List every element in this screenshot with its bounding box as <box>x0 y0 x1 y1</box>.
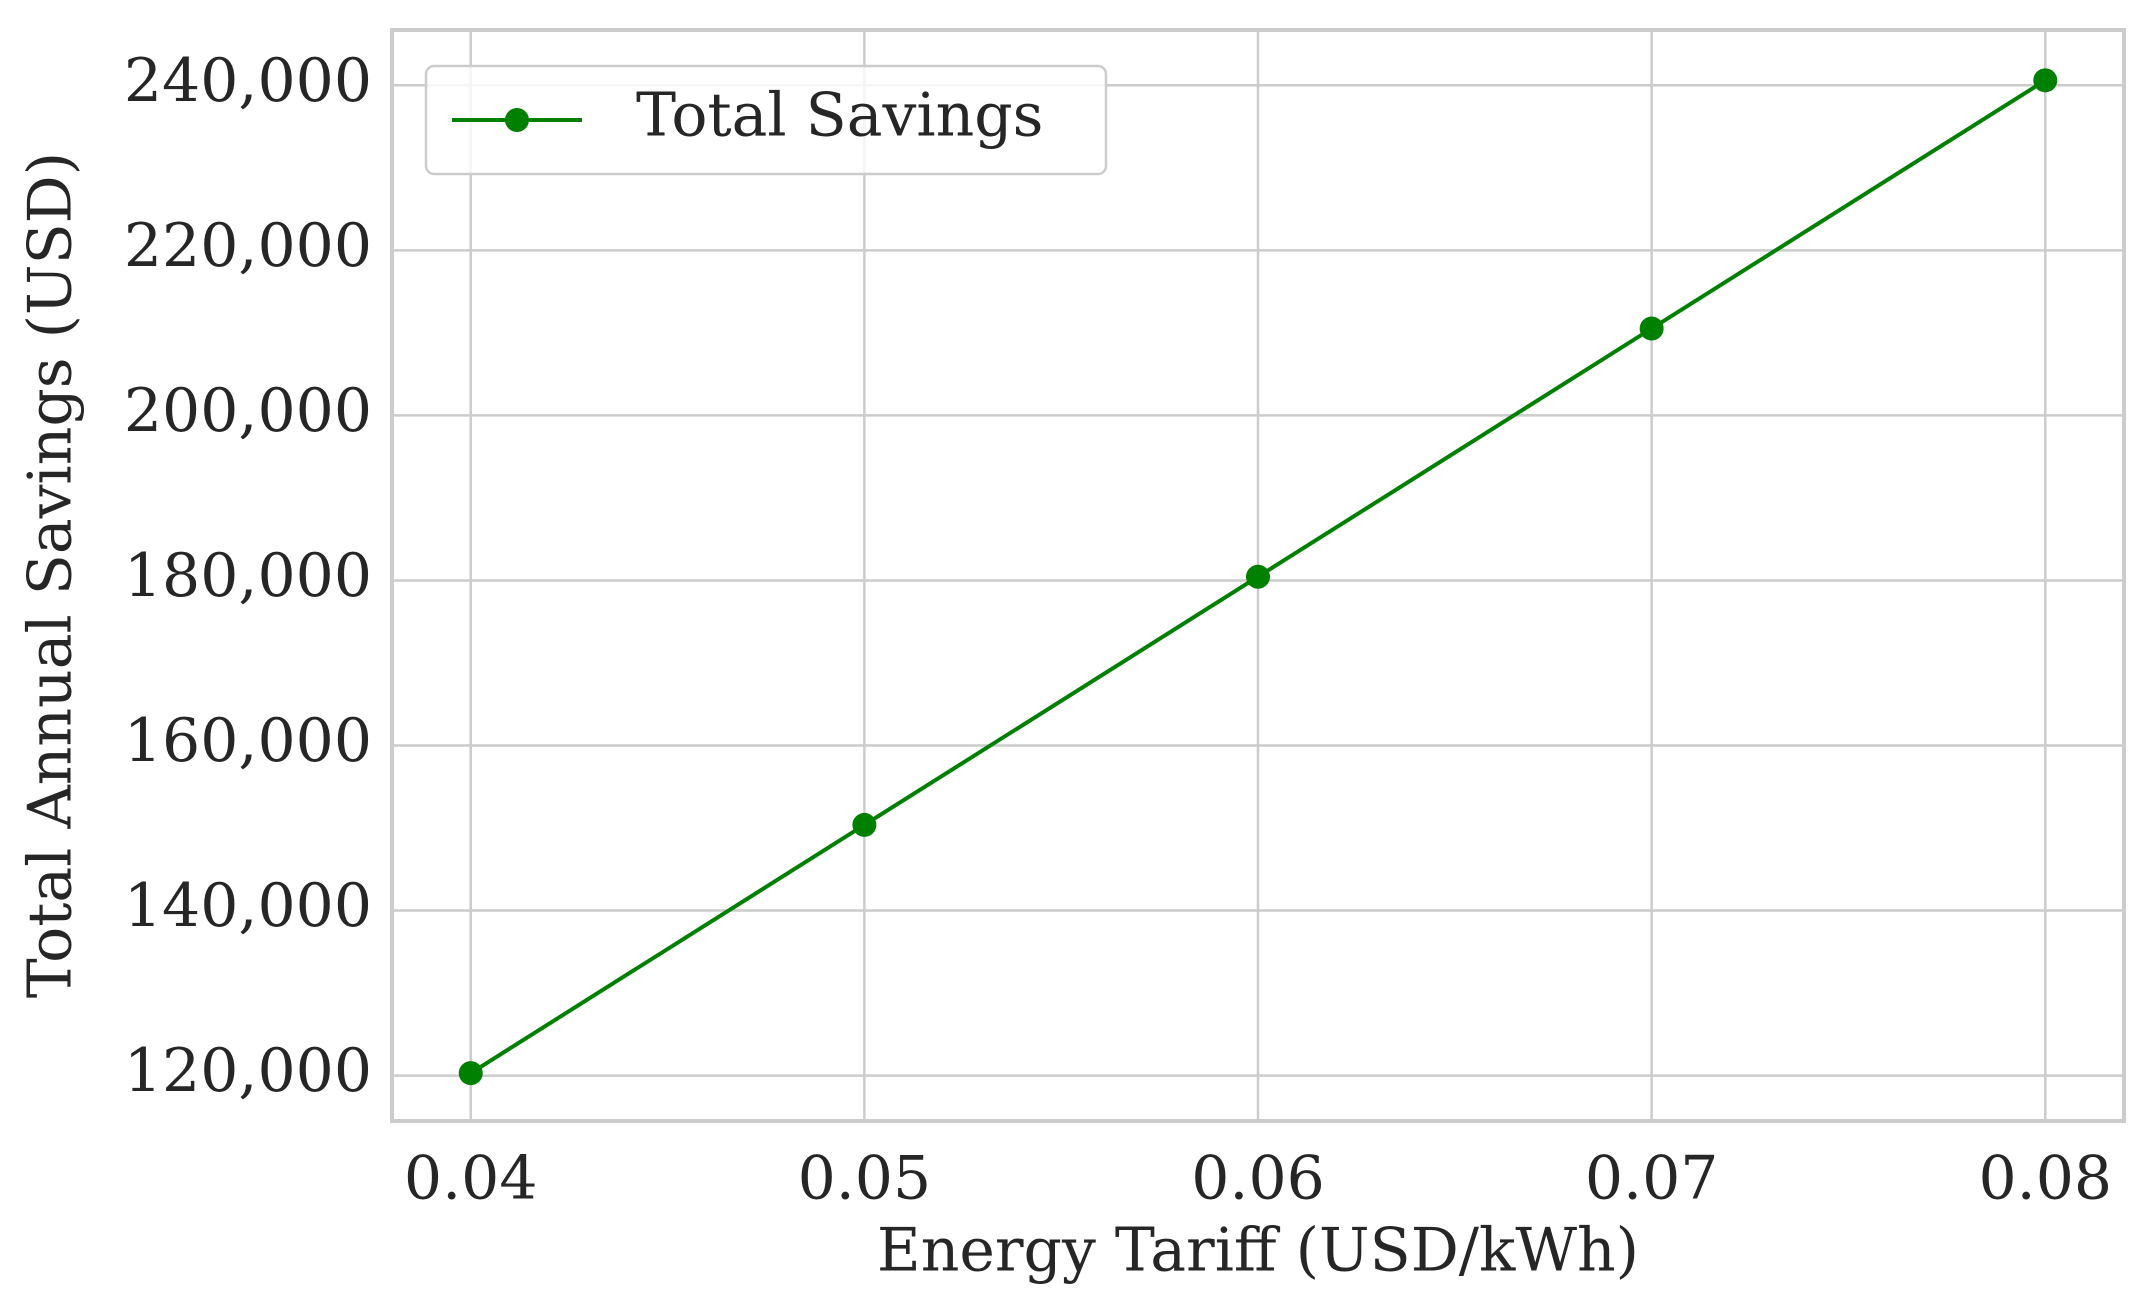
y-tick-label: 180,000 <box>124 541 372 611</box>
data-point <box>458 1061 483 1086</box>
x-axis-label: Energy Tariff (USD/kWh) <box>877 1216 1639 1286</box>
y-tick-label: 160,000 <box>124 706 372 776</box>
data-point <box>2033 68 2058 93</box>
data-point <box>852 812 877 837</box>
y-tick-label: 120,000 <box>124 1036 372 1106</box>
x-tick-label: 0.04 <box>404 1144 538 1214</box>
legend-box <box>424 64 1108 176</box>
x-tick-label: 0.06 <box>1191 1144 1325 1214</box>
y-tick-label: 240,000 <box>124 46 372 116</box>
y-axis-label: Total Annual Savings (USD) <box>16 152 86 998</box>
y-tick-label: 140,000 <box>124 871 372 941</box>
x-tick-label: 0.07 <box>1585 1144 1719 1214</box>
plot-frame <box>390 28 2126 1123</box>
y-tick-label: 200,000 <box>124 376 372 446</box>
y-tick-label: 220,000 <box>124 211 372 281</box>
x-tick-label: 0.08 <box>1978 1144 2112 1214</box>
x-tick-label: 0.05 <box>798 1144 932 1214</box>
legend-label: Total Savings <box>636 81 1043 151</box>
data-point <box>1246 564 1270 589</box>
legend-marker <box>505 108 529 132</box>
data-point <box>1639 316 1664 341</box>
